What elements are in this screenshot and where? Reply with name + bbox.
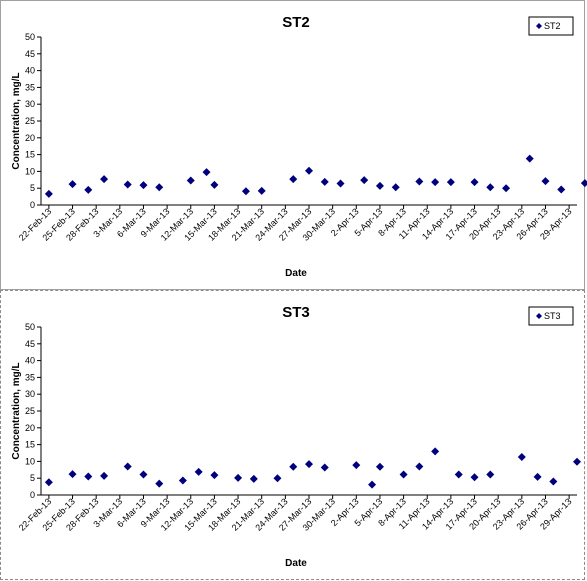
x-axis-title: Date (285, 558, 307, 569)
x-axis-title: Date (285, 268, 307, 279)
data-point (446, 178, 455, 187)
legend-label: ST3 (544, 311, 561, 321)
chart-st2: ST20510152025303540455022-Feb-1325-Feb-1… (11, 14, 587, 279)
data-point (557, 185, 566, 194)
data-point (502, 184, 511, 193)
data-point (368, 480, 377, 489)
data-point (139, 181, 148, 190)
y-tick-label: 25 (25, 116, 35, 126)
data-point (375, 181, 384, 190)
y-tick-label: 20 (25, 423, 35, 433)
legend-marker (536, 313, 542, 319)
data-point (486, 470, 495, 479)
y-tick-label: 0 (30, 490, 35, 500)
data-point (360, 176, 369, 185)
data-point (194, 467, 203, 476)
data-point (210, 180, 219, 189)
data-point (431, 178, 440, 187)
data-point (257, 186, 266, 195)
data-point (273, 474, 282, 483)
data-point (517, 453, 526, 462)
data-point (470, 178, 479, 187)
data-point (352, 461, 361, 470)
data-point (454, 470, 463, 479)
y-tick-label: 15 (25, 150, 35, 160)
y-tick-label: 30 (25, 99, 35, 109)
data-point (533, 472, 542, 481)
data-point (234, 473, 243, 482)
data-point (178, 476, 187, 485)
data-point (84, 185, 93, 194)
data-point (123, 180, 132, 189)
data-point (44, 478, 53, 487)
data-point (123, 462, 132, 471)
data-point (415, 177, 424, 186)
chart-panel-st2: ST2 0 5 10 15 20 25 30 35 40 45 50 22-Feb-13 25-Feb-1… (0, 0, 587, 290)
y-tick-label: 10 (25, 456, 35, 466)
legend-label: ST2 (544, 21, 561, 31)
y-tick-label: 35 (25, 82, 35, 92)
chart-title: ST3 (282, 304, 310, 321)
legend-marker (536, 23, 542, 29)
y-tick-label: 40 (25, 66, 35, 76)
data-point (549, 477, 558, 486)
y-tick-label: 5 (30, 183, 35, 193)
data-point (100, 175, 109, 184)
data-point (336, 179, 345, 188)
data-point (573, 457, 581, 466)
data-point (320, 177, 329, 186)
data-point (399, 470, 408, 479)
data-point (202, 168, 211, 177)
data-point (241, 187, 250, 196)
y-tick-label: 0 (30, 200, 35, 210)
y-tick-label: 50 (25, 32, 35, 42)
data-point (375, 462, 384, 471)
y-tick-label: 40 (25, 356, 35, 366)
data-point (84, 472, 93, 481)
data-point (100, 471, 109, 480)
chart-st3: ST30510152025303540455022-Feb-1325-Feb-1… (11, 304, 581, 569)
y-tick-label: 45 (25, 339, 35, 349)
data-point (289, 462, 298, 471)
data-point (320, 463, 329, 472)
data-point (580, 179, 587, 188)
data-point (186, 176, 195, 185)
y-tick-label: 30 (25, 389, 35, 399)
y-tick-label: 35 (25, 372, 35, 382)
y-tick-label: 45 (25, 49, 35, 59)
data-point (431, 447, 440, 456)
y-tick-label: 5 (30, 473, 35, 483)
data-point (305, 460, 313, 469)
y-tick-label: 50 (25, 322, 35, 332)
data-point (210, 471, 219, 480)
data-point (391, 183, 400, 192)
data-point (44, 189, 53, 198)
y-axis-title: Concentration, mg/L (11, 72, 22, 169)
data-point (139, 470, 148, 479)
legend-box (528, 306, 574, 326)
data-point (470, 473, 479, 482)
legend-box (528, 16, 574, 36)
data-point (305, 166, 313, 175)
data-point (155, 479, 164, 488)
y-tick-label: 25 (25, 406, 35, 416)
data-point (486, 183, 495, 192)
data-point (415, 462, 424, 471)
data-point (68, 470, 77, 479)
data-point (541, 177, 550, 186)
y-tick-label: 20 (25, 133, 35, 143)
data-point (68, 180, 77, 189)
data-point (155, 183, 164, 192)
y-tick-label: 10 (25, 166, 35, 176)
chart-title: ST2 (282, 14, 310, 31)
y-tick-label: 15 (25, 440, 35, 450)
data-point (525, 154, 534, 163)
y-axis-title: Concentration, mg/L (11, 362, 22, 459)
chart-panel-st3: ST3 0 5 10 15 20 25 30 35 40 45 50 22-Feb-13 25-Feb-1… (0, 290, 585, 580)
data-point (249, 474, 258, 483)
data-point (289, 175, 298, 184)
